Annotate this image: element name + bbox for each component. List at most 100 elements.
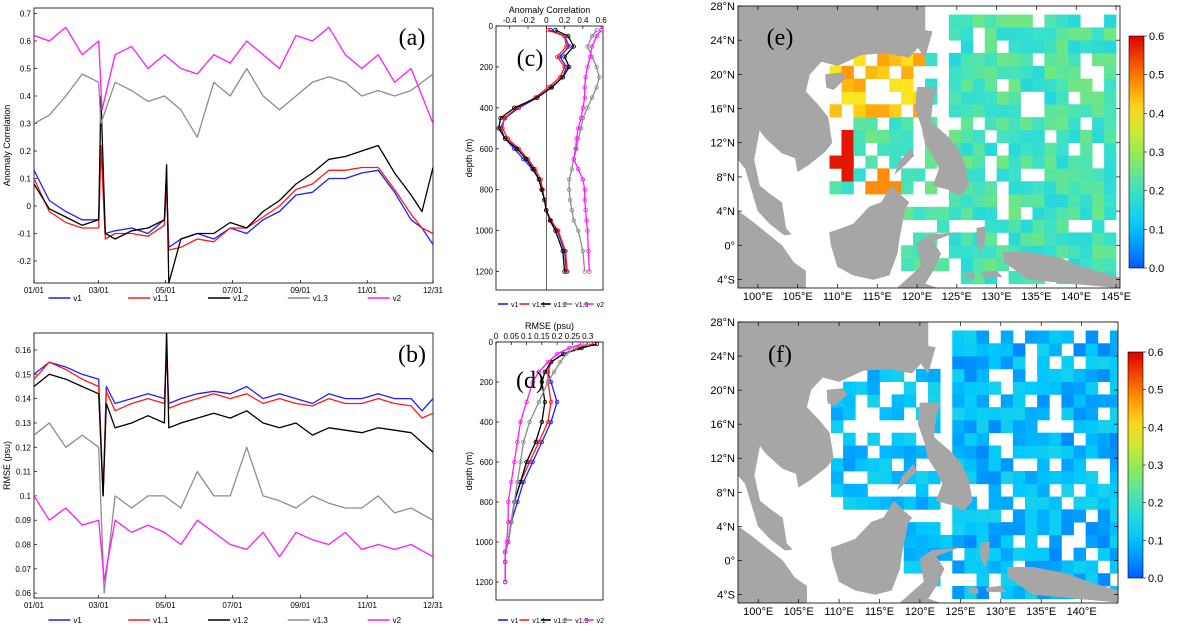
grid-cell bbox=[1008, 91, 1021, 105]
legend-label-v1.3: v1.3 bbox=[575, 302, 588, 309]
grid-cell bbox=[1008, 155, 1021, 169]
grid-cell bbox=[1056, 168, 1069, 182]
grid-cell bbox=[1032, 155, 1045, 169]
grid-cell bbox=[948, 206, 962, 221]
grid-cell bbox=[972, 168, 986, 182]
grid-cell bbox=[928, 534, 941, 549]
land-mass bbox=[829, 185, 910, 280]
grid-cell bbox=[1044, 65, 1057, 80]
data-point-v2 bbox=[502, 549, 508, 555]
grid-cell bbox=[1068, 194, 1081, 208]
grid-cell bbox=[1008, 40, 1021, 54]
legend-label-v1.3: v1.3 bbox=[313, 616, 329, 625]
grid-cell bbox=[925, 53, 938, 67]
data-point-v1.1 bbox=[548, 399, 554, 405]
grid-cell bbox=[1097, 483, 1111, 497]
x-tick-label: 0.2 bbox=[552, 332, 564, 341]
panel-a: 01/01 03/01 05/01 07/01 09/01 11/01 12/31 -0.2 -… bbox=[2, 7, 444, 303]
y-tick-label: 0 bbox=[489, 338, 494, 347]
land-mass bbox=[1002, 251, 1120, 288]
grid-cell bbox=[1097, 445, 1111, 459]
colorbar-tick-label: 0.2 bbox=[1148, 498, 1163, 510]
grid-cell bbox=[855, 381, 868, 395]
grid-cell bbox=[877, 65, 890, 80]
grid-cell bbox=[1109, 547, 1118, 561]
x-tick-label: 0 bbox=[494, 332, 499, 341]
grid-cell bbox=[889, 78, 902, 92]
grid-cell bbox=[1020, 117, 1033, 131]
lon-tick-label: 125°E bbox=[942, 291, 972, 303]
legend-label-v1.3: v1.3 bbox=[313, 294, 329, 303]
grid-cell bbox=[913, 53, 926, 67]
grid-cell bbox=[1037, 471, 1050, 485]
data-point-v1.3 bbox=[558, 359, 563, 365]
grid-cell bbox=[1012, 407, 1026, 421]
grid-cell bbox=[901, 129, 914, 144]
grid-cell bbox=[865, 117, 878, 131]
grid-cell bbox=[1049, 381, 1062, 395]
data-point-v1.3 bbox=[576, 228, 581, 233]
grid-cell bbox=[841, 65, 854, 80]
data-point-v2 bbox=[585, 228, 590, 233]
grid-cell bbox=[1012, 381, 1026, 395]
lon-tick-label: 140°E bbox=[1061, 291, 1091, 303]
grid-cell bbox=[841, 155, 854, 169]
grid-cell bbox=[1085, 471, 1099, 485]
grid-cell bbox=[1049, 432, 1062, 446]
grid-cell bbox=[948, 65, 962, 80]
grid-cell bbox=[1073, 547, 1087, 561]
grid-cell bbox=[984, 117, 998, 131]
grid-cell bbox=[855, 483, 868, 497]
panel-b: 01/01 03/01 05/01 07/01 09/01 11/01 12/31 0.06 0… bbox=[2, 332, 444, 625]
grid-cell bbox=[976, 458, 990, 472]
grid-cell bbox=[877, 181, 890, 195]
legend-label-v2: v2 bbox=[393, 294, 402, 303]
grid-cell bbox=[1097, 573, 1111, 587]
grid-cell bbox=[1000, 547, 1014, 561]
grid-cell bbox=[1080, 104, 1093, 118]
grid-cell bbox=[830, 407, 844, 421]
grid-cell bbox=[1032, 142, 1045, 156]
y-axis-label: depth (m) bbox=[464, 139, 474, 178]
grid-cell bbox=[972, 270, 986, 285]
panel-c: -0.4 -0.2 0 0.2 0.4 0.6 0 200 400 600 800 1000 1200 A… bbox=[464, 5, 607, 309]
legend-label-v2: v2 bbox=[393, 616, 402, 625]
data-point-v1 bbox=[566, 44, 572, 49]
grid-cell bbox=[855, 496, 868, 510]
land-mass bbox=[738, 526, 807, 603]
data-point-v1.3 bbox=[518, 459, 523, 465]
grid-cell bbox=[901, 117, 914, 131]
grid-cell bbox=[901, 245, 914, 259]
x-tick-label: 09/01 bbox=[290, 601, 311, 610]
land-mass bbox=[918, 402, 973, 512]
y-tick-label: 600 bbox=[480, 458, 494, 467]
grid-cell bbox=[976, 368, 990, 383]
grid-cell bbox=[1073, 381, 1087, 395]
y-tick-label: 0.2 bbox=[20, 147, 32, 156]
grid-cell bbox=[1056, 53, 1069, 67]
grid-cell bbox=[996, 104, 1009, 118]
grid-cell bbox=[1073, 445, 1087, 459]
lat-tick-label: 28°N bbox=[710, 317, 735, 329]
data-point-v1.3 bbox=[571, 218, 576, 223]
grid-cell bbox=[960, 40, 974, 54]
grid-cell bbox=[1037, 547, 1050, 561]
grid-cell bbox=[1049, 509, 1062, 523]
grid-cell bbox=[1085, 483, 1099, 497]
grid-cell bbox=[976, 432, 990, 446]
grid-cell bbox=[853, 78, 866, 92]
grid-cell bbox=[948, 104, 962, 118]
y-tick-label: 0.7 bbox=[20, 10, 32, 19]
grid-cell bbox=[853, 168, 866, 182]
grid-cell bbox=[1025, 330, 1038, 344]
y-tick-label: 0.14 bbox=[15, 395, 31, 404]
grid-cell bbox=[1097, 547, 1111, 561]
grid-cell bbox=[972, 91, 986, 105]
grid-cell bbox=[1044, 168, 1057, 182]
land-mass bbox=[964, 272, 975, 279]
y-tick-label: -0.1 bbox=[17, 230, 31, 239]
grid-cell bbox=[988, 343, 1002, 357]
grid-cell bbox=[1068, 245, 1081, 259]
grid-cell bbox=[1008, 194, 1021, 208]
grid-cell bbox=[1044, 78, 1057, 92]
